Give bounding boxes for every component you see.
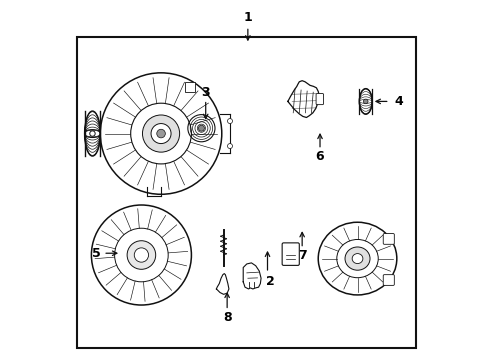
Text: 2: 2 bbox=[266, 275, 274, 288]
Circle shape bbox=[198, 125, 204, 131]
FancyBboxPatch shape bbox=[316, 94, 323, 105]
Text: 7: 7 bbox=[298, 248, 307, 261]
Text: 6: 6 bbox=[316, 150, 324, 163]
Circle shape bbox=[90, 131, 95, 136]
Text: 8: 8 bbox=[223, 311, 231, 324]
Ellipse shape bbox=[345, 247, 370, 270]
FancyBboxPatch shape bbox=[383, 275, 394, 285]
Text: 3: 3 bbox=[201, 86, 210, 99]
Circle shape bbox=[157, 129, 165, 138]
Circle shape bbox=[127, 241, 156, 269]
Ellipse shape bbox=[352, 253, 363, 264]
Circle shape bbox=[131, 103, 192, 164]
FancyBboxPatch shape bbox=[383, 234, 394, 244]
Circle shape bbox=[134, 248, 148, 262]
Circle shape bbox=[364, 99, 368, 104]
Circle shape bbox=[227, 144, 232, 149]
Text: 5: 5 bbox=[93, 247, 101, 260]
Circle shape bbox=[227, 118, 232, 123]
Circle shape bbox=[143, 115, 180, 152]
Text: 4: 4 bbox=[394, 95, 403, 108]
Text: 1: 1 bbox=[244, 11, 252, 24]
Ellipse shape bbox=[318, 222, 397, 295]
Circle shape bbox=[151, 123, 171, 144]
FancyBboxPatch shape bbox=[282, 243, 299, 265]
Circle shape bbox=[100, 73, 222, 194]
Circle shape bbox=[92, 205, 192, 305]
FancyBboxPatch shape bbox=[185, 82, 195, 92]
